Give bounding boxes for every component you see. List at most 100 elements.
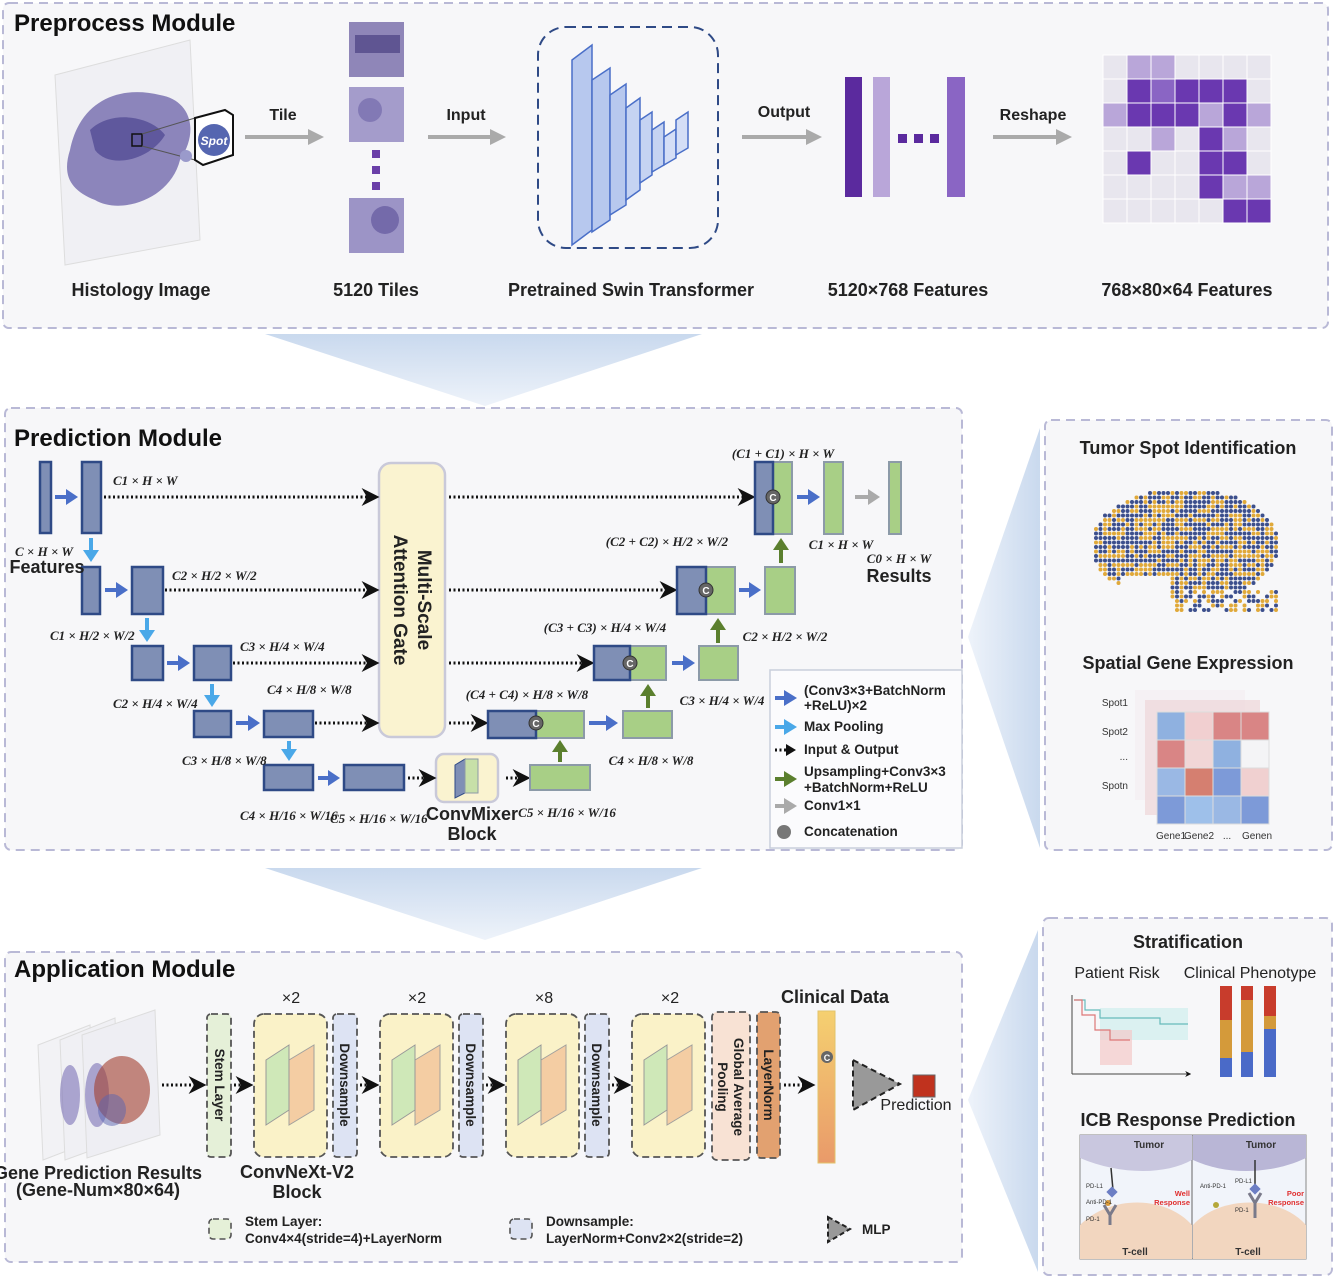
tumor-spot (1215, 509, 1220, 513)
tumor-spot (1157, 531, 1161, 536)
tumor-spot (1188, 495, 1193, 500)
tumor-spot (1107, 572, 1112, 576)
tumor-spot (1202, 509, 1206, 513)
tumor-spot (1166, 527, 1170, 531)
skip-connections (104, 488, 756, 787)
tumor-spot (1269, 563, 1274, 567)
tumor-spot (1260, 545, 1265, 549)
tumor-spot (1247, 599, 1251, 603)
tumor-spot (1202, 594, 1206, 599)
tumor-spot (1094, 545, 1098, 549)
tumor-spot (1112, 572, 1116, 576)
tumor-spot (1103, 540, 1107, 545)
tumor-spot (1148, 567, 1152, 572)
dimension-label: C0 × H × W (867, 551, 933, 566)
tumor-spot (1152, 500, 1157, 504)
tumor-spot (1130, 567, 1134, 572)
tumor-spot (1197, 545, 1202, 549)
tumor-spot (1134, 513, 1139, 518)
tumor-spot (1170, 540, 1175, 545)
tumor-spot (1251, 558, 1256, 563)
tumor-spot (1229, 495, 1233, 500)
tumor-spot (1265, 531, 1269, 536)
tumor-spot (1175, 513, 1179, 518)
tumor-spot (1233, 495, 1238, 500)
tumor-spot (1179, 567, 1184, 572)
upsample-arrow-head (552, 740, 568, 752)
patient-risk-label: Patient Risk (1074, 965, 1160, 982)
tumor-spot (1116, 567, 1121, 572)
tumor-spot (1215, 563, 1220, 567)
tumor-spot (1130, 558, 1134, 563)
tumor-spot (1175, 518, 1179, 522)
tumor-spot (1193, 590, 1197, 594)
grid-cell (1174, 150, 1200, 176)
tumor-spot (1188, 540, 1193, 545)
tumor-spot (1188, 572, 1193, 576)
tumor-spot (1247, 527, 1251, 531)
tumor-spot (1256, 567, 1260, 572)
tumor-spot (1224, 509, 1229, 513)
tumor-spot (1152, 518, 1157, 522)
grid-cell (1246, 150, 1272, 176)
tumor-spot (1179, 590, 1184, 594)
tumor-spot (1242, 540, 1247, 545)
tumor-spot (1188, 581, 1193, 585)
grid-cell (1102, 102, 1128, 128)
tumor-spot (1242, 608, 1247, 612)
tumor-spot (1224, 518, 1229, 522)
grid-cell (1126, 54, 1152, 80)
tumor-spot (1103, 527, 1107, 531)
tumor-spot (1179, 545, 1184, 549)
tumor-spot (1125, 558, 1130, 563)
concat-symbol: C (532, 719, 539, 730)
caption-reshaped: 768×80×64 Features (1101, 280, 1272, 300)
tumor-spot (1184, 581, 1188, 585)
tumor-spot (1112, 558, 1116, 563)
tumor-spot (1193, 540, 1197, 545)
stratification-panel: Stratification Patient Risk Clinical Phe… (1042, 917, 1333, 1276)
grid-cell (1246, 198, 1272, 224)
tumor-spot (1206, 522, 1211, 527)
tumor-spot (1148, 495, 1152, 500)
tumor-spot (1116, 558, 1121, 563)
tumor-spot (1224, 545, 1229, 549)
tumor-spot (1251, 549, 1256, 554)
tumor-spot (1224, 513, 1229, 518)
tumor-spot (1098, 567, 1103, 572)
heatmap-cell (1240, 739, 1270, 769)
tumor-spot (1247, 567, 1251, 572)
tumor-spot (1242, 603, 1247, 608)
tumor-spot (1238, 500, 1242, 504)
tumor-label: Tumor (1246, 1140, 1276, 1151)
tiles (349, 22, 404, 253)
tumor-spot (1260, 513, 1265, 518)
tumor-spot (1116, 540, 1121, 545)
tumor-spot (1220, 576, 1224, 581)
legend-label: +ReLU)×2 (804, 698, 867, 713)
tumor-spot (1161, 518, 1166, 522)
legend-down-desc: LayerNorm+Conv2×2(stride=2) (546, 1231, 743, 1246)
tumor-spot (1233, 527, 1238, 531)
grid-cell (1174, 54, 1200, 80)
tumor-spot (1188, 608, 1193, 612)
tumor-spot (1206, 558, 1211, 563)
tumor-spot (1260, 563, 1265, 567)
tumor-spot (1161, 567, 1166, 572)
tumor-spot (1247, 531, 1251, 536)
tumor-spot (1170, 495, 1175, 500)
output-label: Output (758, 104, 811, 121)
tumor-spot (1166, 500, 1170, 504)
tumor-spot (1143, 558, 1148, 563)
tumor-spot (1121, 558, 1125, 563)
pdl1-label: PD-L1 (1235, 1179, 1253, 1185)
tumor-spot (1184, 536, 1188, 540)
tumor-spot (1170, 554, 1175, 558)
tumor-spot (1202, 567, 1206, 572)
tumor-spot (1121, 527, 1125, 531)
tumor-spot (1139, 522, 1143, 527)
tumor-spot (1143, 500, 1148, 504)
tumor-spot (1197, 536, 1202, 540)
tumor-spot (1143, 563, 1148, 567)
tumor-spot (1233, 608, 1238, 612)
